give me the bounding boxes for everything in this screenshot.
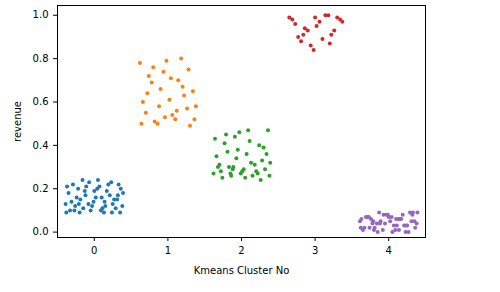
svg-text:1: 1 <box>165 245 171 256</box>
svg-text:4: 4 <box>386 245 392 256</box>
svg-text:3: 3 <box>312 245 318 256</box>
svg-text:0: 0 <box>91 245 97 256</box>
svg-text:0.6: 0.6 <box>33 96 49 107</box>
svg-text:Kmeans Cluster No: Kmeans Cluster No <box>194 265 290 276</box>
svg-text:0.8: 0.8 <box>33 53 49 64</box>
svg-text:0.2: 0.2 <box>33 183 49 194</box>
svg-text:revenue: revenue <box>12 101 23 142</box>
svg-text:2: 2 <box>238 245 244 256</box>
svg-text:0.4: 0.4 <box>33 140 49 151</box>
svg-text:1.0: 1.0 <box>33 9 49 20</box>
svg-text:0.0: 0.0 <box>33 226 49 237</box>
